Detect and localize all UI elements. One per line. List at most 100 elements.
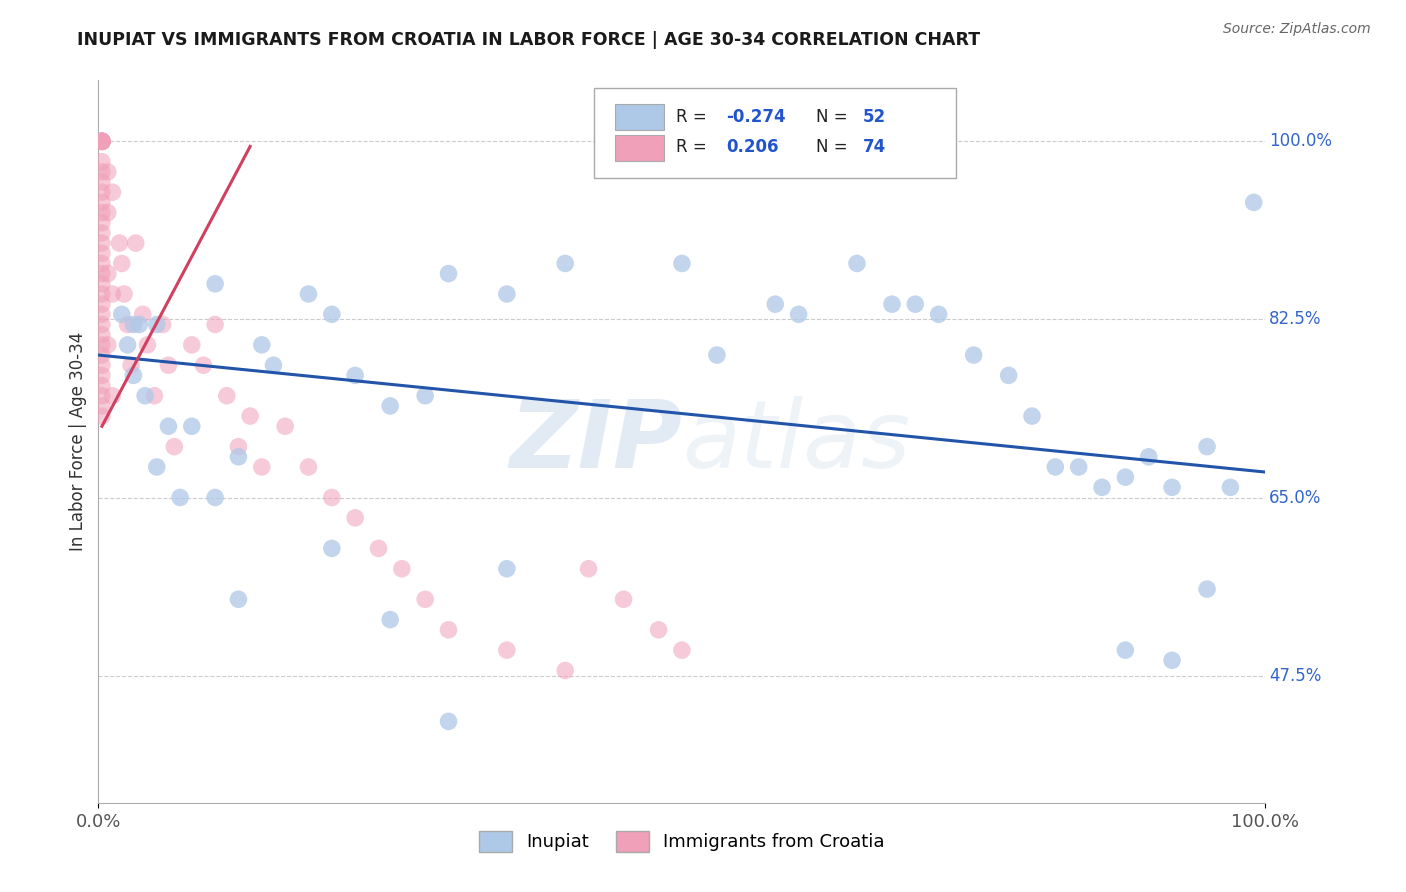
Point (90, 307, 112, 321)
Point (90, 134, 112, 148)
Text: R =: R = (676, 108, 711, 126)
Point (97, 267, 120, 281)
Point (787, 307, 810, 321)
Point (228, 440, 250, 454)
Point (297, 287, 319, 301)
Point (880, 297, 903, 311)
Point (90, 165, 112, 179)
Text: -0.274: -0.274 (727, 108, 786, 126)
Point (1137, 450, 1160, 464)
Point (1114, 470, 1136, 484)
Point (90, 246, 112, 260)
Point (152, 318, 174, 332)
Point (380, 399, 402, 413)
Point (706, 348, 728, 362)
Point (90, 297, 112, 311)
Point (180, 338, 202, 352)
Point (204, 491, 226, 505)
Point (90, 134, 112, 148)
Point (90, 195, 112, 210)
Point (1021, 409, 1043, 423)
Point (367, 541, 389, 556)
Text: 52: 52 (863, 108, 886, 126)
Point (90, 134, 112, 148)
Point (204, 318, 226, 332)
Point (117, 338, 139, 352)
Point (90, 185, 112, 199)
Point (239, 409, 262, 423)
Point (1091, 480, 1114, 494)
Point (1195, 582, 1218, 596)
Point (90, 236, 112, 251)
Point (136, 338, 159, 352)
Point (122, 368, 145, 383)
Point (108, 236, 131, 251)
Point (496, 562, 519, 576)
Point (101, 389, 124, 403)
Point (90, 134, 112, 148)
Point (1195, 440, 1218, 454)
Point (97, 205, 120, 219)
Point (380, 613, 402, 627)
Point (90, 287, 112, 301)
Point (90, 338, 112, 352)
Text: N =: N = (815, 108, 853, 126)
Point (1114, 643, 1136, 657)
Point (90, 267, 112, 281)
Point (1161, 653, 1184, 667)
Point (437, 623, 460, 637)
Point (204, 277, 226, 291)
Point (613, 592, 636, 607)
Point (90, 378, 112, 392)
Point (193, 358, 215, 372)
Point (90, 368, 112, 383)
Point (120, 358, 142, 372)
Point (846, 256, 869, 270)
Point (228, 450, 250, 464)
Point (169, 491, 191, 505)
Point (391, 562, 413, 576)
Text: 74: 74 (863, 138, 886, 156)
Point (496, 287, 519, 301)
Point (578, 562, 600, 576)
Point (157, 419, 180, 434)
Point (90, 175, 112, 189)
Point (111, 307, 134, 321)
Text: 82.5%: 82.5% (1268, 310, 1322, 328)
Point (117, 318, 139, 332)
Point (321, 491, 343, 505)
Point (90, 409, 112, 423)
Point (90, 134, 112, 148)
Point (90, 389, 112, 403)
Point (97, 338, 120, 352)
Point (671, 643, 693, 657)
Point (228, 592, 250, 607)
Point (262, 358, 284, 372)
Point (101, 287, 124, 301)
Point (215, 389, 238, 403)
FancyBboxPatch shape (616, 104, 665, 130)
Text: INUPIAT VS IMMIGRANTS FROM CROATIA IN LABOR FORCE | AGE 30-34 CORRELATION CHART: INUPIAT VS IMMIGRANTS FROM CROATIA IN LA… (77, 31, 980, 49)
Point (90, 134, 112, 148)
Point (554, 256, 576, 270)
Point (250, 338, 273, 352)
Point (344, 368, 367, 383)
Point (554, 664, 576, 678)
Point (90, 327, 112, 342)
Point (134, 389, 156, 403)
Point (90, 216, 112, 230)
Point (928, 307, 950, 321)
Text: ZIP: ZIP (509, 395, 682, 488)
Point (496, 643, 519, 657)
Point (132, 307, 155, 321)
Point (763, 297, 786, 311)
Point (180, 419, 202, 434)
Point (163, 440, 186, 454)
Point (97, 165, 120, 179)
Point (111, 256, 134, 270)
Text: 100.0%: 100.0% (1268, 132, 1331, 151)
Point (90, 154, 112, 169)
Point (1243, 195, 1265, 210)
Point (647, 623, 669, 637)
Point (90, 134, 112, 148)
